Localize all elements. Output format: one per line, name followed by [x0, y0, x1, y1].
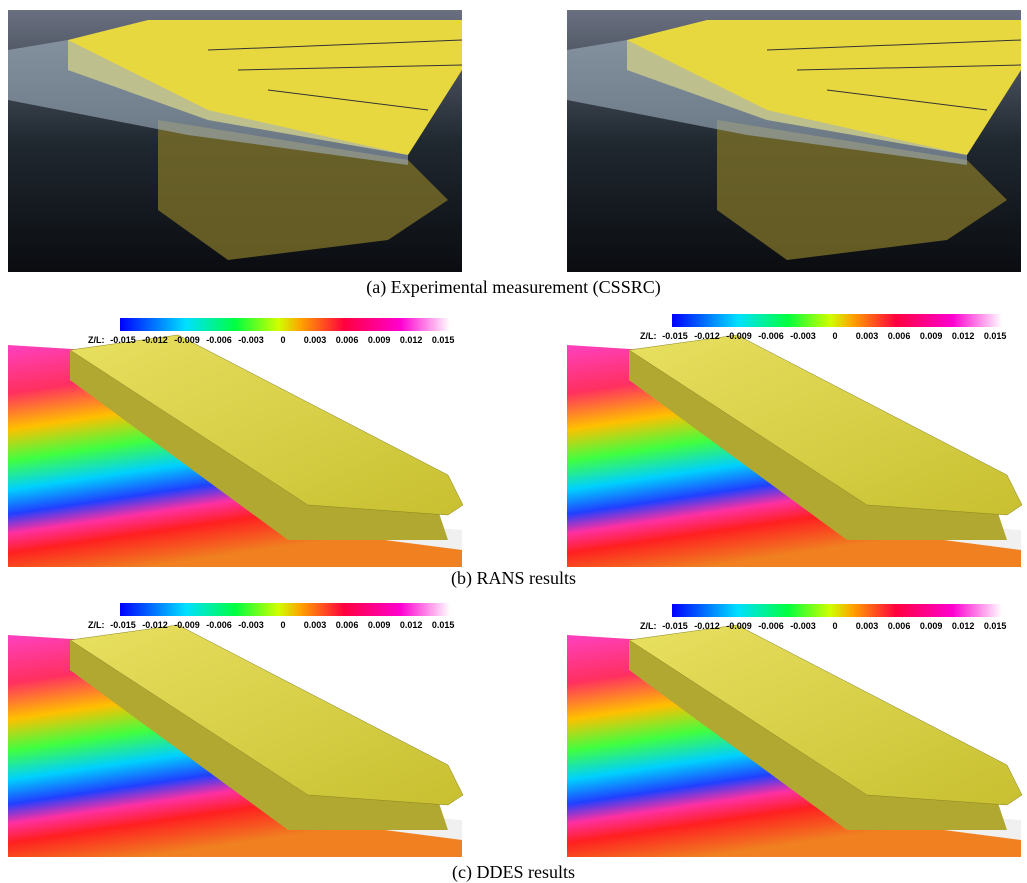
colorbar-tick-label: -0.003 — [790, 621, 816, 631]
colorbar-tick-label: 0.009 — [920, 331, 943, 341]
colorbar-tick-label: -0.006 — [206, 620, 232, 630]
colorbar-tick-label: -0.012 — [142, 620, 168, 630]
colorbar-tick-label: -0.015 — [662, 621, 688, 631]
colorbar-tick-label: -0.006 — [758, 621, 784, 631]
colorbar-label: Z/L: — [88, 620, 105, 630]
cfd-panel: Z/L: -0.015 -0.012 -0.009 -0.006 -0.003 0 0.003… — [8, 595, 463, 857]
colorbar-tick-label: 0 — [281, 620, 286, 630]
colorbar-tick-label: -0.006 — [758, 331, 784, 341]
colorbar-tick-label: -0.015 — [662, 331, 688, 341]
cfd-panel: Z/L: -0.015 -0.012 -0.009 -0.006 -0.003 0 0.003… — [567, 305, 1022, 567]
colorbar-label: Z/L: — [640, 331, 657, 341]
colorbar-tick-label: 0.006 — [336, 620, 359, 630]
colorbar-tick-label: 0.012 — [952, 621, 975, 631]
caption: (a) Experimental measurement (CSSRC) — [0, 277, 1027, 298]
colorbar-tick-label: -0.012 — [142, 335, 168, 345]
colorbar-tick-label: 0.009 — [920, 621, 943, 631]
colorbar-tick-label: -0.009 — [174, 335, 200, 345]
colorbar-tick-label: 0.012 — [400, 620, 423, 630]
colorbar-tick-label: -0.012 — [694, 621, 720, 631]
colorbar-tick-label: -0.003 — [790, 331, 816, 341]
colorbar-tick-label: 0.003 — [856, 621, 879, 631]
caption: (c) DDES results — [0, 862, 1027, 883]
colorbar — [120, 318, 450, 331]
colorbar-tick-label: 0.006 — [888, 331, 911, 341]
photo — [8, 10, 462, 272]
colorbar-tick-label: -0.009 — [726, 621, 752, 631]
colorbar-tick-label: -0.009 — [174, 620, 200, 630]
colorbar-label: Z/L: — [88, 335, 105, 345]
colorbar-tick-label: -0.015 — [110, 335, 136, 345]
colorbar-tick-label: 0.003 — [856, 331, 879, 341]
colorbar-tick-label: 0.015 — [432, 335, 455, 345]
figure-art: Z/L: -0.015 -0.012 -0.009 -0.006 -0.003 0 0.003… — [0, 0, 1027, 883]
colorbar-tick-label: 0.006 — [888, 621, 911, 631]
colorbar-tick-label: -0.009 — [726, 331, 752, 341]
colorbar — [672, 604, 1002, 617]
colorbar-tick-label: -0.012 — [694, 331, 720, 341]
colorbar-tick-label: 0 — [833, 331, 838, 341]
colorbar-tick-label: -0.003 — [238, 335, 264, 345]
photo — [567, 10, 1021, 272]
colorbar-tick-label: 0.012 — [400, 335, 423, 345]
figure: Z/L: -0.015 -0.012 -0.009 -0.006 -0.003 0 0.003… — [0, 0, 1027, 883]
colorbar-tick-label: -0.015 — [110, 620, 136, 630]
cfd-panel: Z/L: -0.015 -0.012 -0.009 -0.006 -0.003 0 0.003… — [567, 595, 1022, 857]
colorbar-tick-label: 0.003 — [304, 620, 327, 630]
colorbar-label: Z/L: — [640, 621, 657, 631]
cfd-panel: Z/L: -0.015 -0.012 -0.009 -0.006 -0.003 0 0.003… — [8, 305, 463, 567]
colorbar-tick-label: 0 — [281, 335, 286, 345]
colorbar-tick-label: 0.015 — [984, 621, 1007, 631]
colorbar-tick-label: 0.015 — [432, 620, 455, 630]
colorbar-tick-label: 0.012 — [952, 331, 975, 341]
colorbar-tick-label: 0.009 — [368, 335, 391, 345]
colorbar — [672, 314, 1002, 327]
colorbar — [120, 603, 450, 616]
colorbar-tick-label: -0.006 — [206, 335, 232, 345]
colorbar-tick-label: 0.006 — [336, 335, 359, 345]
colorbar-tick-label: 0 — [833, 621, 838, 631]
colorbar-tick-label: -0.003 — [238, 620, 264, 630]
colorbar-tick-label: 0.003 — [304, 335, 327, 345]
caption: (b) RANS results — [0, 568, 1027, 589]
colorbar-tick-label: 0.015 — [984, 331, 1007, 341]
colorbar-tick-label: 0.009 — [368, 620, 391, 630]
